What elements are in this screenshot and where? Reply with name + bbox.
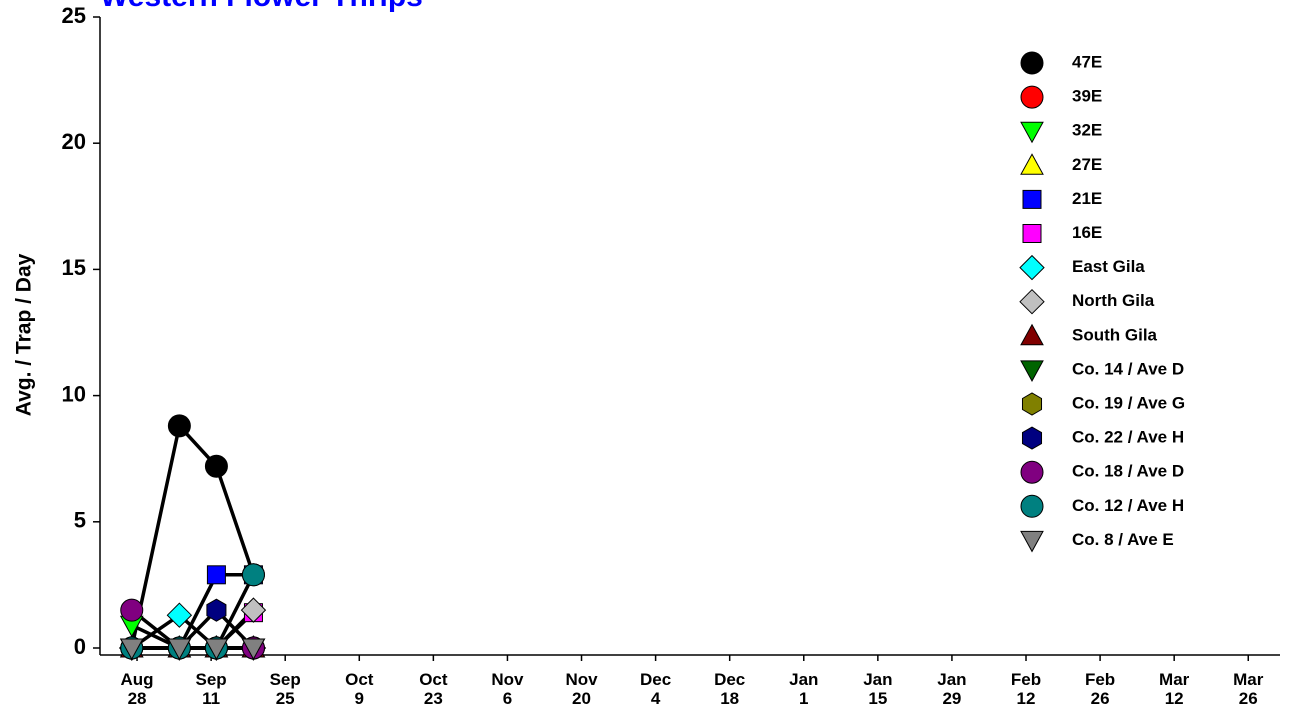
data-point	[119, 638, 144, 661]
legend-label: 16E	[1072, 223, 1102, 242]
data-point	[204, 454, 228, 478]
legend-marker	[1019, 254, 1045, 281]
series-line	[130, 422, 256, 649]
data-point	[204, 638, 229, 661]
x-tick-label: Mar 12	[1159, 670, 1190, 708]
x-tick-label: Oct 9	[345, 670, 374, 708]
legend-marker	[1020, 494, 1044, 518]
x-tick-label: Mar 26	[1233, 670, 1264, 708]
x-tick-label: Nov 6	[491, 670, 524, 708]
legend-marker	[1020, 323, 1044, 346]
x-tick-label: Dec 18	[714, 670, 746, 708]
data-point	[167, 414, 191, 438]
x-tick-label: Feb 26	[1084, 670, 1116, 708]
legend-marker	[1019, 288, 1045, 315]
legend-marker	[1020, 51, 1044, 75]
legend-marker	[1020, 460, 1044, 484]
data-point	[240, 597, 267, 623]
legend-label: Co. 12 / Ave H	[1072, 496, 1184, 515]
data-point	[167, 638, 192, 661]
legend-label: South Gila	[1072, 325, 1158, 344]
legend-label: Co. 22 / Ave H	[1072, 428, 1184, 447]
legend-label: 47E	[1072, 52, 1102, 71]
legend-label: 39E	[1072, 87, 1102, 106]
x-tick-label: Feb 12	[1010, 670, 1042, 708]
data-point	[120, 598, 144, 622]
legend-label: 32E	[1072, 121, 1102, 140]
legend-marker	[1022, 224, 1042, 243]
legend-marker	[1020, 121, 1044, 144]
x-tick-label: Sep 11	[195, 670, 227, 708]
chart-title: Western Flower Thrips	[100, 0, 423, 13]
x-tick-label: Sep 25	[269, 670, 301, 708]
x-tick-label: Jan 15	[863, 670, 893, 708]
y-axis-label: Avg. / Trap / Day	[13, 253, 36, 416]
legend-marker	[1020, 530, 1044, 553]
legend-marker	[1020, 153, 1044, 175]
legend-marker	[1020, 85, 1044, 109]
legend-label: Co. 19 / Ave G	[1072, 393, 1185, 412]
legend-marker	[1021, 392, 1043, 416]
legend-label: 27E	[1072, 155, 1102, 174]
legend-marker	[1022, 189, 1042, 209]
x-tick-label: Jan 29	[937, 670, 967, 708]
legend-marker	[1020, 360, 1044, 382]
x-tick-label: Jan 1	[789, 670, 819, 708]
legend-label: North Gila	[1072, 291, 1155, 310]
legend-label: Co. 14 / Ave D	[1072, 359, 1184, 378]
data-point	[206, 598, 227, 622]
x-tick-label: Dec 4	[640, 670, 672, 708]
y-tick-label: 0	[74, 634, 86, 659]
y-tick-label: 5	[74, 508, 86, 533]
legend-label: Co. 18 / Ave D	[1072, 462, 1184, 481]
data-point	[206, 565, 226, 585]
data-point	[166, 602, 193, 628]
y-tick-label: 20	[62, 129, 86, 154]
data-point	[241, 563, 265, 587]
legend-label: Co. 8 / Ave E	[1072, 530, 1174, 549]
legend-marker	[1021, 426, 1043, 450]
y-tick-label: 15	[62, 255, 86, 280]
y-tick-label: 25	[62, 3, 86, 28]
x-tick-label: Oct 23	[419, 670, 448, 708]
legend-label: 21E	[1072, 189, 1102, 208]
y-tick-label: 10	[62, 381, 86, 406]
data-point	[241, 638, 266, 661]
legend-label: East Gila	[1072, 257, 1145, 276]
x-tick-label: Aug 28	[120, 670, 154, 708]
x-tick-label: Nov 20	[565, 670, 598, 708]
